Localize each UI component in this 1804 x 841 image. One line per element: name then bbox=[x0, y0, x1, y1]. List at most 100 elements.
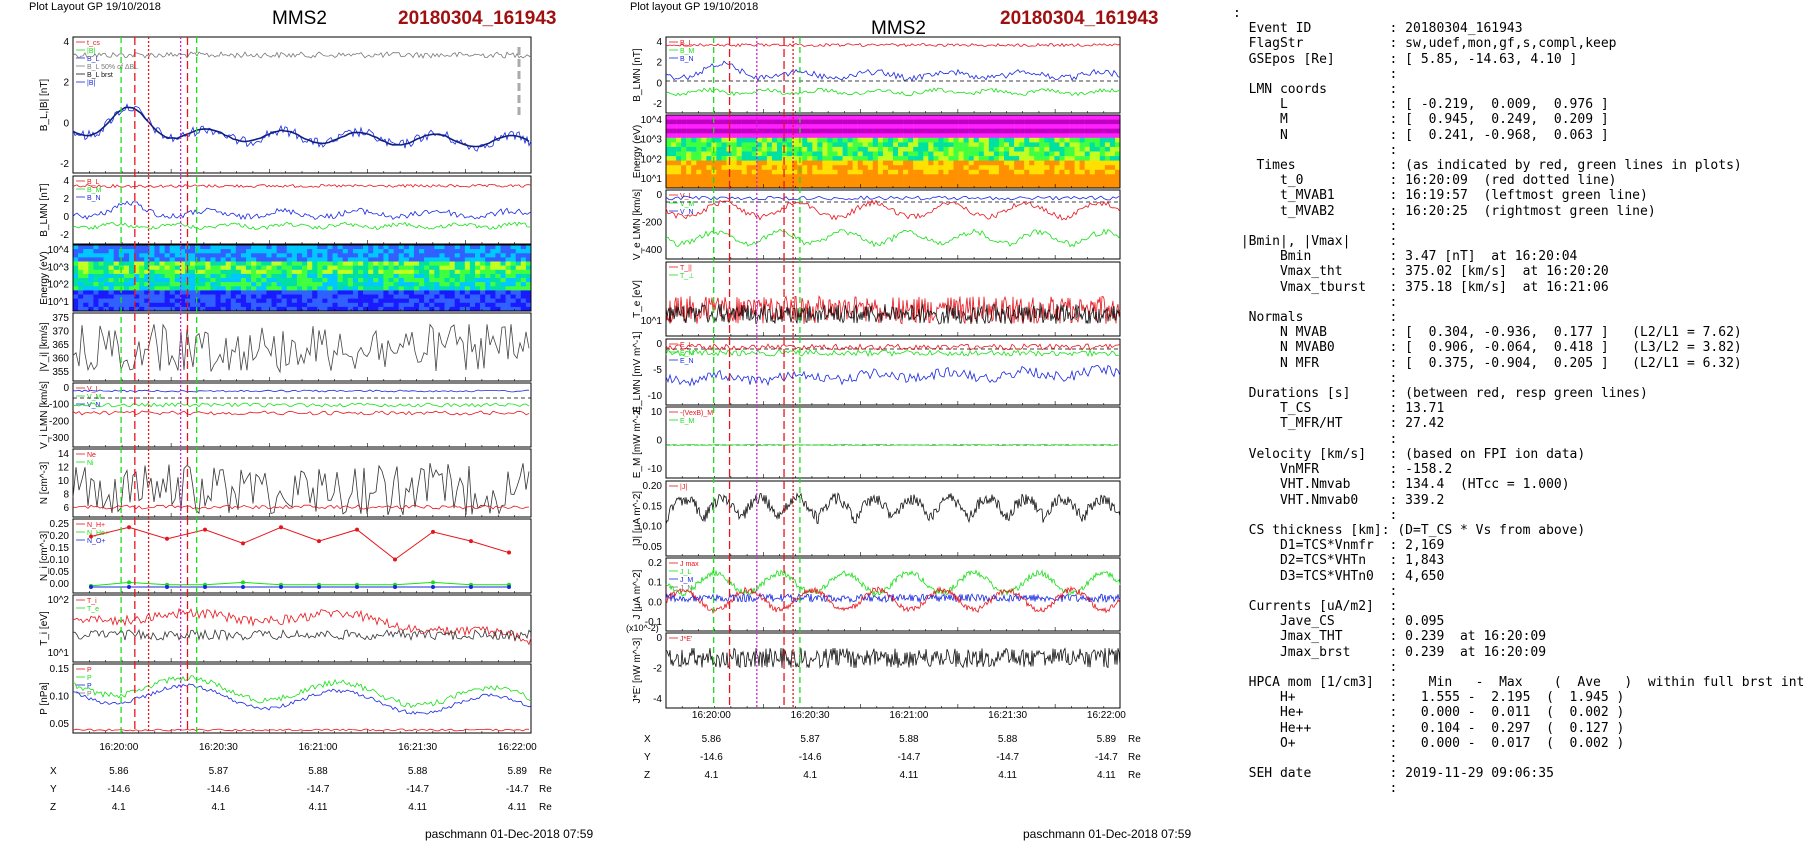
legend-entry: B_N bbox=[680, 56, 694, 63]
info-line: He++ : 0.104 - 0.297 ( 0.127 ) bbox=[1279, 720, 1625, 736]
plot2-footer: paschmann 01-Dec-2018 07:59 bbox=[1023, 827, 1192, 841]
y-tick-label: -5 bbox=[653, 365, 662, 376]
y-tick-label: 0 bbox=[656, 78, 662, 89]
ephemeris-value: -14.7 bbox=[307, 784, 330, 795]
info-line: : bbox=[1389, 583, 1398, 599]
y-tick-label: 10^3 bbox=[641, 135, 663, 146]
info-line: FlagStr : sw,udef,mon,gf,s,compl,keep bbox=[1248, 36, 1617, 52]
ephemeris-value: 4.1 bbox=[211, 802, 225, 813]
data-point bbox=[431, 529, 435, 534]
panel-p1-9-frame bbox=[72, 663, 532, 734]
series-n-heplus bbox=[90, 526, 510, 561]
series-vl bbox=[72, 389, 529, 393]
data-point bbox=[241, 541, 245, 546]
info-line: : bbox=[1389, 218, 1398, 234]
x-tick-label: 16:20:00 bbox=[99, 742, 138, 753]
y-tick-label: -400 bbox=[642, 245, 662, 256]
ephemeris-unit: Re bbox=[1128, 770, 1141, 781]
y-tick-label: 10^1 bbox=[641, 316, 663, 327]
ephemeris-value: -14.7 bbox=[506, 784, 529, 795]
legend-entry: P bbox=[87, 667, 92, 674]
ephemeris-value: 4.11 bbox=[309, 802, 328, 813]
info-line: H+ : 1.555 - 2.195 ( 1.945 ) bbox=[1279, 690, 1625, 706]
ephemeris-value: 5.88 bbox=[308, 766, 328, 777]
ephemeris-value: 4.11 bbox=[900, 770, 919, 781]
legend-entry: B_M bbox=[680, 48, 695, 55]
data-point bbox=[89, 585, 93, 589]
y-tick-label: 355 bbox=[52, 367, 69, 378]
info-line: VHT.Nmvab : 134.4 (HTcc = 1.000) bbox=[1279, 477, 1570, 493]
data-point bbox=[469, 539, 473, 544]
legend-entry: P bbox=[87, 691, 92, 698]
stacked-time-series-plots: 420-2B_L,|B| [nT]t_cs|B|B_LB_L 50% of ΔB… bbox=[39, 36, 1141, 813]
legend-entry: |B| bbox=[87, 48, 95, 55]
panel-p1-7-frame bbox=[72, 518, 532, 594]
y-tick-label: -200 bbox=[49, 416, 69, 427]
ephemeris-unit: Re bbox=[1128, 752, 1141, 763]
y-axis-label: E_LMN [mV m^-1] bbox=[632, 331, 643, 413]
info-line: N : [ 0.241, -0.968, 0.063 ] bbox=[1279, 127, 1609, 143]
y-axis-label: B_L,|B| [nT] bbox=[39, 79, 50, 132]
y-tick-label: 0.2 bbox=[648, 558, 662, 569]
ephemeris-value: 4.1 bbox=[112, 802, 126, 813]
legend-entry: T_i bbox=[87, 598, 97, 605]
panel-p2-2-spectrogram bbox=[666, 115, 1121, 189]
info-line: : bbox=[1389, 507, 1398, 523]
info-line: Normals : bbox=[1248, 310, 1398, 326]
ephemeris-unit: Re bbox=[539, 784, 552, 795]
info-line: N MVAB0 : [ 0.906, -0.064, 0.418 ] (L3/L… bbox=[1279, 340, 1742, 356]
ephemeris-value: -14.7 bbox=[996, 752, 1019, 763]
data-point bbox=[431, 580, 435, 585]
info-line: Durations [s] : (between red, resp green… bbox=[1248, 386, 1648, 402]
ephemeris-value: -14.6 bbox=[700, 752, 723, 763]
info-line: : bbox=[1389, 370, 1398, 386]
y-tick-label: 6 bbox=[63, 503, 69, 514]
legend-entry: V_N bbox=[87, 402, 101, 409]
series-b-magnitude bbox=[72, 51, 532, 59]
legend-entry: E_M bbox=[680, 350, 695, 357]
ephemeris-unit: Re bbox=[1128, 734, 1141, 745]
info-line: Jmax_THT : 0.239 at 16:20:09 bbox=[1279, 629, 1547, 645]
series-el bbox=[665, 343, 1121, 351]
y-tick-label: 4 bbox=[63, 176, 69, 187]
info-line: VnMFR : -158.2 bbox=[1279, 462, 1453, 478]
panel-p1-5-frame bbox=[72, 382, 532, 448]
legend-entry: N_He+ bbox=[87, 530, 109, 537]
info-line: : bbox=[1389, 781, 1398, 797]
y-axis-label: N_i [cm^-3] bbox=[39, 531, 50, 581]
legend-entry: J*E' bbox=[680, 636, 692, 643]
y-tick-label: 10^3 bbox=[48, 262, 70, 273]
ephemeris-value: 4.1 bbox=[803, 770, 817, 781]
y-axis-label: T_i [eV] bbox=[39, 611, 50, 646]
panel-p1-8-frame bbox=[72, 594, 532, 663]
panel-p1-1-frame bbox=[72, 36, 532, 174]
legend-entry: P bbox=[87, 675, 92, 682]
x-tick-label: 16:20:00 bbox=[692, 710, 731, 721]
series-p-b bbox=[72, 683, 532, 715]
panel-p2-7-frame bbox=[665, 480, 1121, 557]
ephemeris-value: 5.86 bbox=[109, 766, 129, 777]
data-point bbox=[469, 585, 473, 589]
ephemeris-value: 5.88 bbox=[408, 766, 428, 777]
info-line: GSEpos [Re] : [ 5.85, -14.63, 4.10 ] bbox=[1248, 51, 1578, 67]
data-point bbox=[279, 525, 283, 530]
series-jm bbox=[665, 592, 1121, 604]
series-vi-magnitude bbox=[72, 323, 530, 374]
ephemeris-value: 5.88 bbox=[998, 734, 1018, 745]
series-jn bbox=[665, 585, 1121, 615]
y-tick-label: 4 bbox=[63, 37, 69, 48]
panel-p1-4-frame bbox=[72, 312, 532, 382]
legend-entry: Ne bbox=[87, 452, 96, 459]
x-tick-label: 16:22:00 bbox=[498, 742, 537, 753]
data-point bbox=[279, 585, 283, 589]
ephemeris-value: 5.86 bbox=[702, 734, 722, 745]
info-line: D1=TCS*Vnmfr : 2,169 bbox=[1279, 538, 1445, 554]
legend-entry: T_⊥ bbox=[680, 273, 694, 280]
y-axis-label: P [nPa] bbox=[39, 682, 50, 715]
y-tick-label: -300 bbox=[49, 433, 69, 444]
y-tick-label: 10^1 bbox=[48, 297, 70, 308]
series-em bbox=[665, 348, 1121, 358]
info-line: VHT.Nmvab0 : 339.2 bbox=[1279, 492, 1445, 508]
legend-entry: B_N bbox=[87, 195, 101, 202]
y-tick-label: 0.00 bbox=[50, 579, 70, 590]
